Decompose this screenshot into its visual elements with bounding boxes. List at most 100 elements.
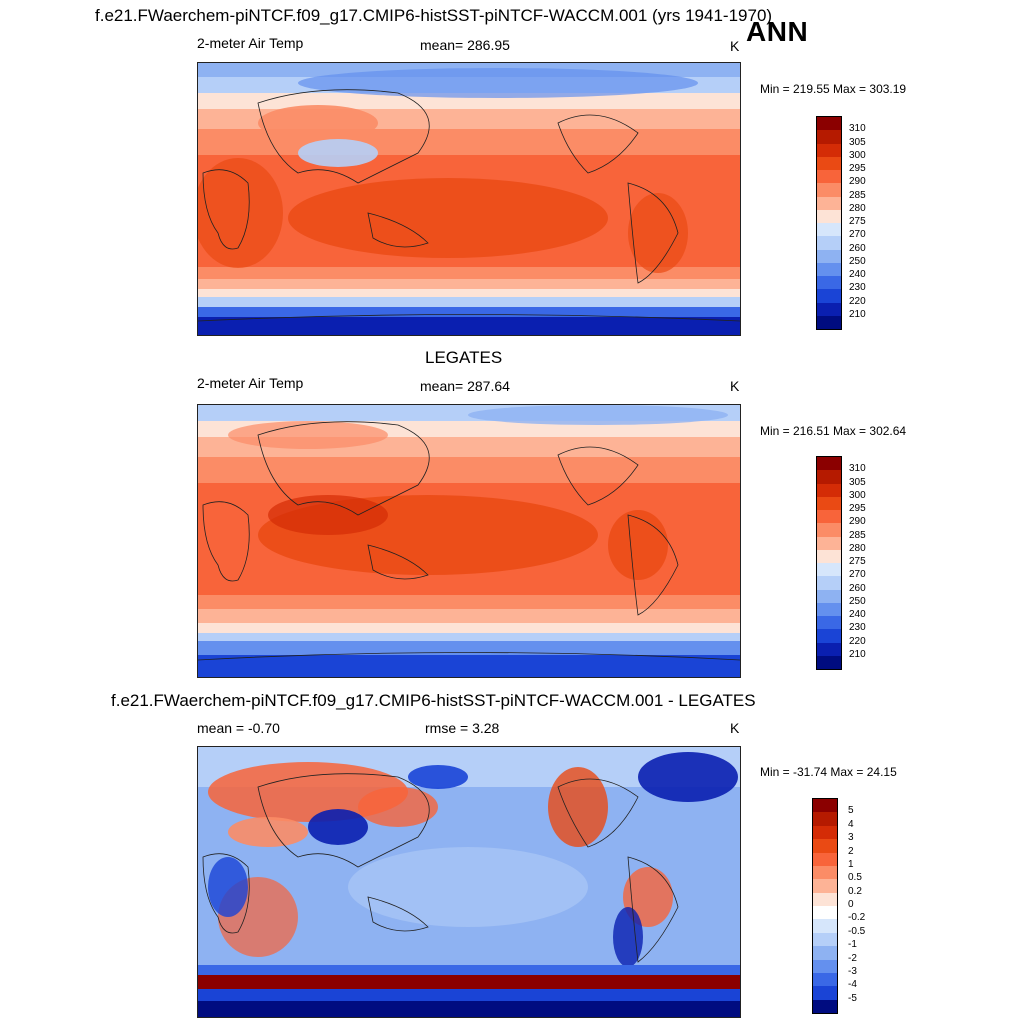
panel2-colorbar-swatch (817, 589, 841, 603)
panel2-colorbar-tick-label: 260 (849, 582, 866, 594)
panel2-colorbar-tick-label: 285 (849, 529, 866, 541)
panel3-heading: f.e21.FWaerchem-piNTCF.f09_g17.CMIP6-his… (111, 691, 756, 710)
panel3-colorbar-swatch (813, 852, 837, 866)
panel2-colorbar-swatch (817, 576, 841, 590)
panel3-colorbar-swatch (813, 959, 837, 973)
panel3-colorbar-tick-label: -0.5 (848, 925, 866, 937)
panel1-colorbar-tick-label: 275 (849, 216, 866, 227)
panel3-colorbar-swatch (813, 919, 837, 933)
panel1-colorbar-swatch (817, 183, 841, 197)
panel3-colorbar-tick-label: -2 (848, 952, 857, 964)
panel2-variable: 2-meter Air Temp (197, 375, 304, 391)
panel2-mean: mean= 287.64 (420, 378, 510, 394)
panel1-colorbar-tick-label: 220 (849, 295, 866, 307)
panel2-colorbar-swatch (817, 457, 841, 471)
panel3-units: K (730, 720, 740, 736)
panel2-colorbar-tick-label: 290 (849, 516, 866, 528)
panel3-map (197, 746, 741, 1018)
panel1-colorbar-tick-label: 210 (849, 308, 866, 320)
panel2-colorbar-tick-label: 230 (849, 622, 866, 634)
panel2-units: K (730, 378, 740, 394)
panel2-colorbar-scale (816, 456, 842, 670)
panel3-colorbar-tick-label: -3 (848, 965, 857, 977)
panel1-colorbar-swatch (817, 209, 841, 223)
panel1-units: K (730, 38, 740, 54)
panel3-colorbar-swatch (813, 812, 837, 826)
panel2-colorbar-tick-label: 305 (849, 476, 866, 488)
panel1-colorbar-tick-label: 270 (849, 229, 866, 241)
panel2-colorbar-tick-label: 210 (849, 648, 866, 660)
panel3-colorbar-swatch (813, 799, 837, 813)
panel1-colorbar-tick-label: 230 (849, 282, 866, 294)
panel3-colorbar-tick-label: 0 (848, 899, 854, 910)
panel1-colorbar-scale (816, 116, 842, 330)
panel3-colorbar-swatch (813, 865, 837, 880)
panel1-colorbar-tick-label: 300 (849, 149, 866, 161)
panel1-colorbar-tick-label: 295 (849, 163, 866, 174)
panel3-colorbar-swatch (813, 999, 837, 1013)
panel1-colorbar-swatch (817, 170, 841, 184)
panel2-colorbar-tick-label: 280 (849, 542, 866, 554)
panel3-colorbar-swatch (813, 946, 837, 960)
panel1-colorbar-tick-label: 280 (849, 202, 866, 214)
panel2-map (197, 404, 741, 678)
panel3-colorbar-swatch (813, 932, 837, 947)
panel1-variable: 2-meter Air Temp (197, 35, 304, 51)
panel2-colorbar-tick-label: 295 (849, 503, 866, 514)
panel1-colorbar-swatch (817, 315, 841, 329)
panel1-colorbar-swatch (817, 156, 841, 170)
panel2-colorbar-swatch (817, 655, 841, 669)
panel3-colorbar-swatch (813, 906, 837, 920)
panel3-colorbar-tick-label: -5 (848, 992, 857, 1004)
panel1-colorbar-swatch (817, 249, 841, 263)
panel1-colorbar-tick-label: 305 (849, 136, 866, 148)
panel1-colorbar-swatch (817, 276, 841, 290)
panel1-colorbar-swatch (817, 223, 841, 237)
panel1-colorbar-swatch (817, 143, 841, 157)
panel2-colorbar-swatch (817, 470, 841, 484)
panel3-colorbar-swatch (813, 892, 837, 906)
panel3-colorbar-tick-label: 5 (848, 805, 854, 817)
panel1-colorbar-tick-label: 290 (849, 176, 866, 188)
panel2-colorbar-swatch (817, 602, 841, 616)
panel1-colorbar-swatch (817, 117, 841, 131)
panel3-colorbar-tick-label: 1 (848, 858, 854, 870)
panel3-minmax: Min = -31.74 Max = 24.15 (760, 765, 897, 779)
panel2-colorbar-tick-label: 240 (849, 609, 866, 620)
panel1-minmax: Min = 219.55 Max = 303.19 (760, 82, 907, 96)
panel3-colorbar-tick-label: 0.5 (848, 872, 862, 884)
panel2-heading: LEGATES (425, 348, 503, 367)
panel3-colorbar-tick-label: 0.2 (848, 885, 862, 897)
panel2-colorbar-tick-label: 220 (849, 635, 866, 647)
panel1-colorbar-tick-label: 310 (849, 123, 866, 135)
panel1-colorbar-tick-label: 240 (849, 269, 866, 280)
panel2-colorbar-tick-label: 310 (849, 463, 866, 475)
panel2-colorbar-tick-label: 300 (849, 489, 866, 501)
panel2-colorbar-swatch (817, 496, 841, 510)
panel1-colorbar-swatch (817, 236, 841, 250)
panel1-mean: mean= 286.95 (420, 37, 510, 53)
panel3-colorbar-tick-label: 3 (848, 832, 854, 844)
panel3-colorbar-tick-label: -0.2 (848, 912, 866, 924)
panel3-colorbar-tick-label: -4 (848, 979, 857, 991)
panel1-colorbar-tick-label: 285 (849, 189, 866, 201)
season-label: ANN (746, 16, 809, 47)
panel3-field (198, 747, 740, 1017)
panel3-colorbar-tick-label: 4 (848, 818, 854, 830)
panel3-mean: mean = -0.70 (197, 720, 280, 736)
panel3-colorbar-swatch (813, 825, 837, 840)
panel2-colorbar-swatch (817, 483, 841, 497)
panel2-colorbar-swatch (817, 563, 841, 577)
panel1-colorbar-tick-label: 260 (849, 242, 866, 254)
panel3-colorbar-tick-label: -1 (848, 939, 857, 951)
panel3-colorbar-scale (812, 798, 838, 1014)
panel1-map (197, 62, 741, 336)
panel2-colorbar-tick-label: 270 (849, 569, 866, 581)
panel2-colorbar-swatch (817, 629, 841, 643)
panel2-colorbar-swatch (817, 523, 841, 537)
panel2-colorbar-swatch (817, 536, 841, 550)
panel2-colorbar-swatch (817, 616, 841, 630)
panel3-colorbar-tick-label: 2 (848, 845, 854, 857)
panel2-colorbar-tick-label: 250 (849, 595, 866, 607)
figure-title: f.e21.FWaerchem-piNTCF.f09_g17.CMIP6-his… (95, 6, 773, 25)
